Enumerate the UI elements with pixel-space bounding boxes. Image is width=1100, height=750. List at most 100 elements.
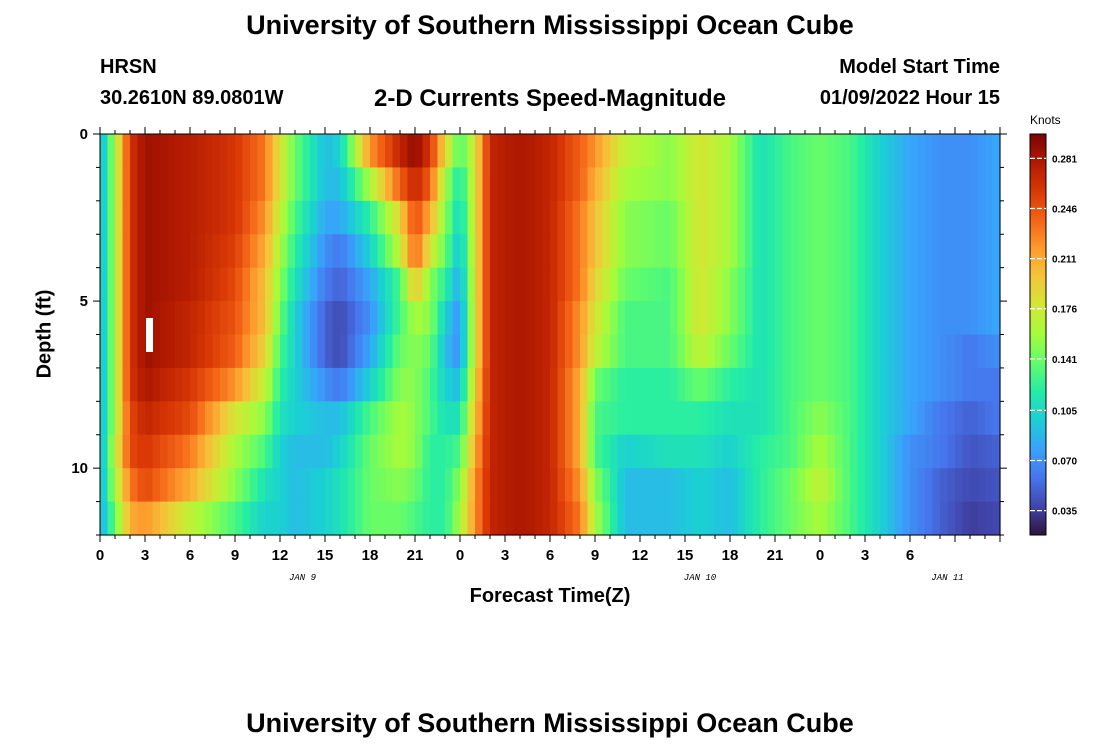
heatmap-cell [467,434,476,469]
colorbar-tick-label: 0.176 [1052,305,1077,316]
heatmap-cell [347,301,356,336]
heatmap-cell [917,134,926,169]
heatmap-cell [692,334,701,369]
heatmap-cell [317,167,326,202]
heatmap-cell [700,234,709,269]
heatmap-cell [835,267,844,302]
heatmap-cell [595,468,604,503]
heatmap-cell [107,200,116,235]
heatmap-cell [775,367,784,402]
heatmap-cell [692,167,701,202]
heatmap-cell [550,367,559,402]
heatmap-cell [850,301,859,336]
heatmap-cell [415,434,424,469]
heatmap-cell [325,134,334,169]
heatmap-cell [205,434,214,469]
heatmap-cell [497,367,506,402]
heatmap-cell [872,367,881,402]
heatmap-cell [445,334,454,369]
heatmap-cell [790,367,799,402]
heatmap-cell [527,468,536,503]
heatmap-cell [677,134,686,169]
heatmap-cell [850,501,859,536]
heatmap-cell [805,501,814,536]
heatmap-cell [595,301,604,336]
heatmap-cell [677,367,686,402]
heatmap-cell [722,434,731,469]
heatmap-cell [827,267,836,302]
heatmap-cell [662,334,671,369]
heatmap-cell [902,267,911,302]
heatmap-cell [482,501,491,536]
heatmap-cell [595,267,604,302]
heatmap-cell [542,501,551,536]
heatmap-cell [662,434,671,469]
colorbar: 0.035 0.070 0.105 0.141 0.176 0.211 0.246 0.281 [1029,133,1077,536]
heatmap-cell [212,200,221,235]
page-title: University of Southern Mississippi Ocean… [246,10,854,40]
heatmap-cell [572,468,581,503]
heatmap-cell [332,334,341,369]
heatmap-cell [902,468,911,503]
heatmap-cell [880,434,889,469]
y-axis: 0 5 10 [71,126,1007,536]
heatmap-cell [407,301,416,336]
heatmap-cell [452,301,461,336]
heatmap-cell [722,334,731,369]
heatmap-cell [715,134,724,169]
heatmap-cell [520,468,529,503]
heatmap-cell [625,434,634,469]
heatmap-cell [115,267,124,302]
heatmap-cell [640,167,649,202]
heatmap-cell [872,234,881,269]
heatmap-cell [482,401,491,436]
heatmap-cell [107,301,116,336]
heatmap-cell [655,134,664,169]
heatmap-cell [970,301,979,336]
heatmap-cell [520,401,529,436]
heatmap-cell [220,200,229,235]
heatmap-cell [865,167,874,202]
heatmap-cell [647,501,656,536]
heatmap-cell [392,267,401,302]
heatmap-cell [370,301,379,336]
heatmap-cell [227,401,236,436]
heatmap-cell [947,367,956,402]
heatmap-cell [692,200,701,235]
heatmap-cell [715,501,724,536]
heatmap-cell [467,200,476,235]
heatmap-cell [707,200,716,235]
heatmap-cell [737,334,746,369]
heatmap-cell [437,267,446,302]
heatmap-cell [572,401,581,436]
heatmap-cell [130,468,139,503]
heatmap-cell [910,367,919,402]
heatmap-cell [287,301,296,336]
heatmap-cell [880,301,889,336]
heatmap-cell [602,367,611,402]
heatmap-cell [760,267,769,302]
model-start-label: Model Start Time [839,56,1000,78]
heatmap-cell [445,434,454,469]
heatmap-cell [985,334,994,369]
heatmap-cell [805,334,814,369]
heatmap-cell [625,334,634,369]
heatmap-cell [587,334,596,369]
heatmap-cell [962,468,971,503]
heatmap-cell [977,468,986,503]
heatmap-cell [962,434,971,469]
heatmap-cell [602,334,611,369]
heatmap-cell [745,200,754,235]
heatmap-cell [415,134,424,169]
heatmap-cell [850,267,859,302]
heatmap-cell [445,468,454,503]
heatmap-cell [662,134,671,169]
heatmap-cell [617,401,626,436]
heatmap-cell [122,301,131,336]
heatmap-cell [895,200,904,235]
heatmap-cell [197,501,206,536]
heatmap-cell [152,167,161,202]
heatmap-cell [857,334,866,369]
heatmap-cell [385,434,394,469]
heatmap-cell [220,267,229,302]
